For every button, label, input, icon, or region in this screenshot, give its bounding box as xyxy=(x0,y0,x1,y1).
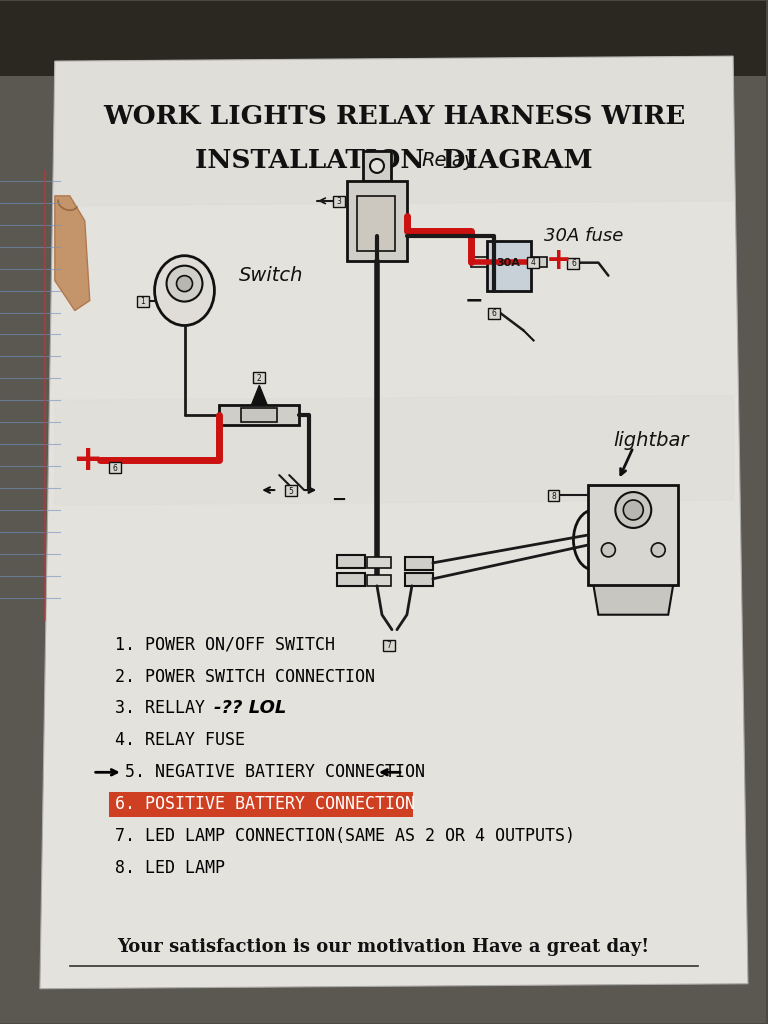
Text: 3: 3 xyxy=(336,198,342,206)
Bar xyxy=(568,258,579,268)
Text: +: + xyxy=(546,246,571,275)
Circle shape xyxy=(624,500,644,520)
Circle shape xyxy=(167,265,203,301)
Circle shape xyxy=(615,493,651,528)
Bar xyxy=(548,490,560,501)
Bar xyxy=(383,640,395,650)
Text: lightbar: lightbar xyxy=(614,431,689,450)
Circle shape xyxy=(601,543,615,557)
Bar xyxy=(220,406,300,425)
Ellipse shape xyxy=(154,256,214,326)
Text: 8. LED LAMP: 8. LED LAMP xyxy=(114,859,225,877)
Bar xyxy=(109,793,413,817)
Text: +: + xyxy=(73,443,103,477)
Bar xyxy=(471,257,487,266)
Bar xyxy=(488,307,500,318)
Text: Relay: Relay xyxy=(422,152,476,170)
Text: −: − xyxy=(332,492,346,509)
Bar xyxy=(588,485,678,585)
Bar xyxy=(405,572,433,586)
Text: 7. LED LAMP CONNECTION(SAME AS 2 OR 4 OUTPUTS): 7. LED LAMP CONNECTION(SAME AS 2 OR 4 OU… xyxy=(114,827,574,845)
Text: 4. RELAY FUSE: 4. RELAY FUSE xyxy=(114,731,245,750)
Bar xyxy=(363,151,391,181)
Bar xyxy=(333,196,345,207)
Polygon shape xyxy=(55,395,733,505)
Bar xyxy=(487,241,531,291)
Bar xyxy=(405,557,433,569)
Polygon shape xyxy=(594,585,674,614)
Bar xyxy=(337,572,365,586)
Polygon shape xyxy=(40,56,748,989)
Text: Switch: Switch xyxy=(240,266,304,285)
Text: 2: 2 xyxy=(257,374,262,383)
Text: 3. RELLAY: 3. RELLAY xyxy=(114,699,215,718)
Text: 6: 6 xyxy=(492,309,496,318)
Bar xyxy=(367,557,391,568)
Text: 7: 7 xyxy=(386,641,392,650)
Polygon shape xyxy=(251,385,267,406)
Text: 1. POWER ON/OFF SWITCH: 1. POWER ON/OFF SWITCH xyxy=(114,636,335,653)
Polygon shape xyxy=(55,56,733,206)
Polygon shape xyxy=(0,1,766,76)
Bar xyxy=(253,373,265,383)
Text: 4: 4 xyxy=(530,258,535,267)
Bar xyxy=(367,574,391,586)
Polygon shape xyxy=(55,196,90,310)
Circle shape xyxy=(177,275,193,292)
Bar xyxy=(109,462,121,473)
Text: 6: 6 xyxy=(571,259,576,268)
Text: 6. POSITIVE BATTERY CONNECTION: 6. POSITIVE BATTERY CONNECTION xyxy=(114,796,415,813)
Bar xyxy=(347,181,407,261)
Circle shape xyxy=(651,543,665,557)
Text: 8: 8 xyxy=(551,492,556,501)
Text: 30A fuse: 30A fuse xyxy=(544,226,623,245)
Bar xyxy=(137,296,148,306)
Bar xyxy=(337,555,365,568)
Bar xyxy=(527,257,538,267)
Text: 1: 1 xyxy=(141,297,145,306)
Text: 5: 5 xyxy=(289,486,293,496)
Text: WORK LIGHTS RELAY HARNESS WIRE: WORK LIGHTS RELAY HARNESS WIRE xyxy=(103,103,685,129)
Text: 5. NEGATIVE BATIERY CONNECTION: 5. NEGATIVE BATIERY CONNECTION xyxy=(124,763,425,781)
Text: 6: 6 xyxy=(112,464,118,473)
Bar xyxy=(285,485,297,496)
Text: INSTALLATION  DIAGRAM: INSTALLATION DIAGRAM xyxy=(195,148,593,173)
Text: −: − xyxy=(465,291,483,310)
Bar xyxy=(357,196,395,251)
Polygon shape xyxy=(0,76,766,1023)
Text: 30A: 30A xyxy=(497,258,521,267)
Text: 2. POWER SWITCH CONNECTION: 2. POWER SWITCH CONNECTION xyxy=(114,668,375,685)
Bar xyxy=(241,409,277,422)
Bar xyxy=(531,257,547,266)
Circle shape xyxy=(370,159,384,173)
Text: Your satisfaction is our motivation Have a great day!: Your satisfaction is our motivation Have… xyxy=(117,938,649,955)
Text: -?? LOL: -?? LOL xyxy=(214,699,286,718)
